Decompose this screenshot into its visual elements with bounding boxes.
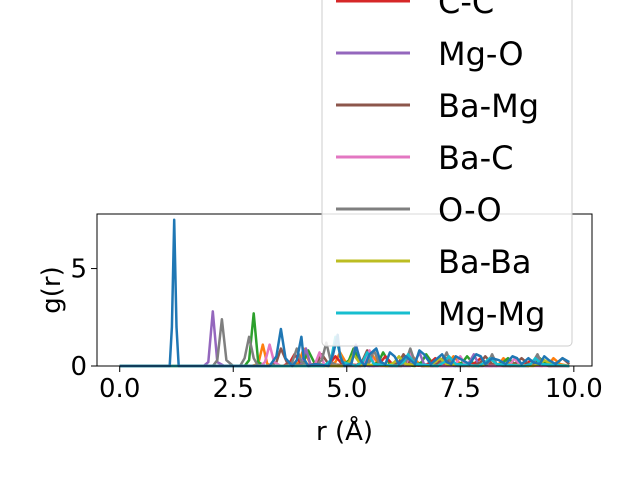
- x-axis: 0.0 2.5 5.0 7.5 10.0: [99, 366, 603, 404]
- x-tick-label: 5.0: [326, 374, 367, 404]
- legend-label: Ba-Mg: [438, 87, 539, 125]
- legend-label: Mg-O: [438, 35, 524, 73]
- y-axis-label: g(r): [37, 266, 67, 313]
- legend-label: Ba-Ba: [438, 243, 532, 281]
- legend-label: C-C: [438, 0, 494, 21]
- y-tick-label: 0: [70, 352, 87, 382]
- x-tick-label: 0.0: [99, 374, 140, 404]
- legend-box: [321, 0, 573, 347]
- legend-label: Ba-C: [438, 139, 513, 177]
- x-tick-label: 2.5: [213, 374, 254, 404]
- series-line-7: [119, 353, 570, 368]
- legend-label: Mg-Mg: [438, 295, 545, 333]
- x-axis-label: r (Å): [316, 415, 373, 447]
- legend: C-C Mg-O Ba-Mg Ba-C O-O Ba-Ba Mg-Mg: [321, 0, 573, 347]
- series-line-9: [119, 218, 570, 368]
- x-tick-label: 7.5: [440, 374, 481, 404]
- y-axis: 05: [70, 255, 97, 382]
- legend-label: O-O: [438, 191, 502, 229]
- x-tick-label: 10.0: [545, 374, 603, 404]
- y-tick-label: 5: [70, 255, 87, 285]
